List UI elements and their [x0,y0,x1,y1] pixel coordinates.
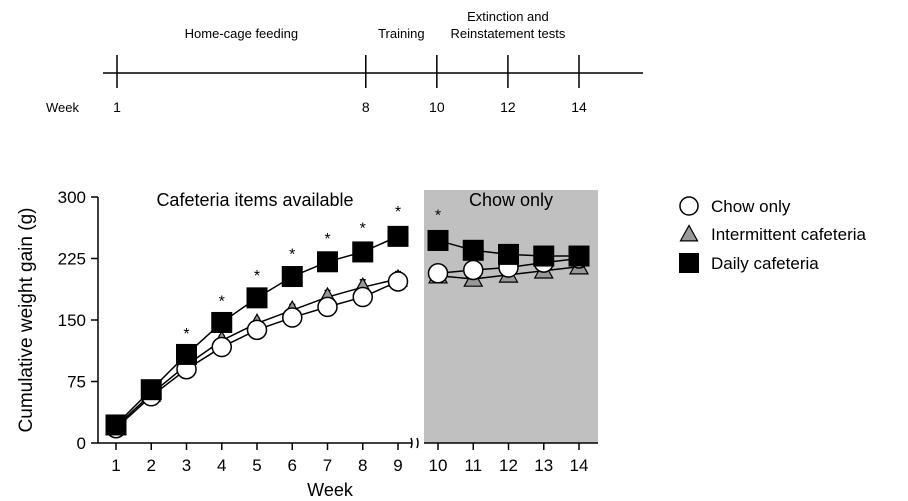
timeline: 1 8 10 12 14 Week Home-cage feeding Training Ext… [46,9,643,115]
weight-gain-chart: Cafeteria items available Chow only 0751… [16,188,598,500]
x-tick-label: 5 [252,456,261,475]
significance-star: * [435,207,441,224]
significance-star: * [395,204,401,221]
x-tick-label: 3 [182,456,191,475]
timeline-tick-label: 8 [362,99,370,115]
timeline-phase-label: Home-cage feeding [185,26,298,41]
x-tick-label: 6 [288,456,297,475]
x-tick-label: 12 [499,456,518,475]
legend-marker-intermittent-cafeteria [679,224,699,242]
chow-only-shaded-region [424,190,598,443]
timeline-tick-label: 1 [113,99,121,115]
significance-star: * [254,268,260,285]
legend-item-intermittent-cafeteria: Intermittent cafeteria [679,224,867,244]
timeline-tick-label: 12 [500,99,516,115]
data-point-chow-only [352,286,373,308]
data-point-chow-only [317,296,338,318]
significance-star: * [183,326,189,343]
y-tick-label: 75 [67,373,86,392]
x-tick-label: 2 [147,456,156,475]
data-point-chow-only [246,319,268,341]
x-tick-label: 14 [570,456,589,475]
data-point-daily-cafeteria [568,245,590,267]
timeline-phase-label: Extinction and [467,9,549,24]
series-daily-cafeteria [105,225,590,436]
data-point-chow-only [427,263,449,284]
significance-markers: * * * * * * * * [183,204,441,343]
data-point-daily-cafeteria [176,343,197,365]
legend-item-daily-cafeteria: Daily cafeteria [679,253,819,273]
data-point-chow-only [211,336,232,358]
legend-label-chow-only: Chow only [711,197,791,216]
y-tick-label: 300 [58,188,86,207]
legend-item-chow-only: Chow only [679,196,791,216]
legend-label-intermittent-cafeteria: Intermittent cafeteria [711,225,867,244]
data-point-daily-cafeteria [427,229,449,251]
data-point-chow-only [463,259,484,281]
legend-label-daily-cafeteria: Daily cafeteria [711,254,819,273]
legend-marker-daily-cafeteria [679,253,699,273]
significance-star: * [324,231,330,248]
series-layer [105,225,590,439]
timeline-tick-label: 14 [571,99,587,115]
x-tick-label: 1 [111,456,120,475]
data-point-daily-cafeteria [352,241,374,263]
axis-break-mark [410,437,413,449]
significance-star: * [219,293,225,310]
region-label-cafeteria: Cafeteria items available [156,190,353,210]
region-label-chow-only: Chow only [469,190,553,210]
y-tick-label: 150 [58,311,86,330]
timeline-phase-label: Reinstatement tests [450,26,565,41]
data-point-daily-cafeteria [533,245,555,267]
data-point-chow-only [387,271,409,292]
y-tick-label: 225 [58,250,86,269]
data-point-daily-cafeteria [211,311,233,333]
timeline-phase-label: Training [378,26,424,41]
data-point-daily-cafeteria [462,239,484,261]
axis-break-mark [416,437,419,449]
x-tick-label: 13 [534,456,553,475]
significance-star: * [360,220,366,237]
data-point-chow-only [282,307,303,328]
data-point-daily-cafeteria [387,225,409,247]
x-tick-label: 7 [323,456,332,475]
legend-marker-chow-only [679,196,699,216]
x-tick-label: 9 [393,456,402,475]
data-point-daily-cafeteria [105,414,127,436]
x-tick-label: 11 [464,456,482,475]
x-tick-label: 8 [358,456,367,475]
timeline-tick-label: 10 [429,99,445,115]
legend: Chow only Intermittent cafeteria Daily caf… [679,196,867,273]
timeline-week-label: Week [46,100,79,115]
data-point-daily-cafeteria [246,287,268,309]
x-tick-label: 4 [217,456,226,475]
data-point-daily-cafeteria [317,251,338,273]
y-tick-label: 0 [77,434,86,453]
x-tick-label: 10 [429,456,448,475]
data-point-daily-cafeteria [281,266,303,288]
x-axis-label: Week [307,480,354,500]
significance-star: * [289,247,295,264]
data-point-daily-cafeteria [498,243,519,265]
data-point-daily-cafeteria [140,379,162,401]
y-axis-label: Cumulative weight gain (g) [16,208,37,433]
